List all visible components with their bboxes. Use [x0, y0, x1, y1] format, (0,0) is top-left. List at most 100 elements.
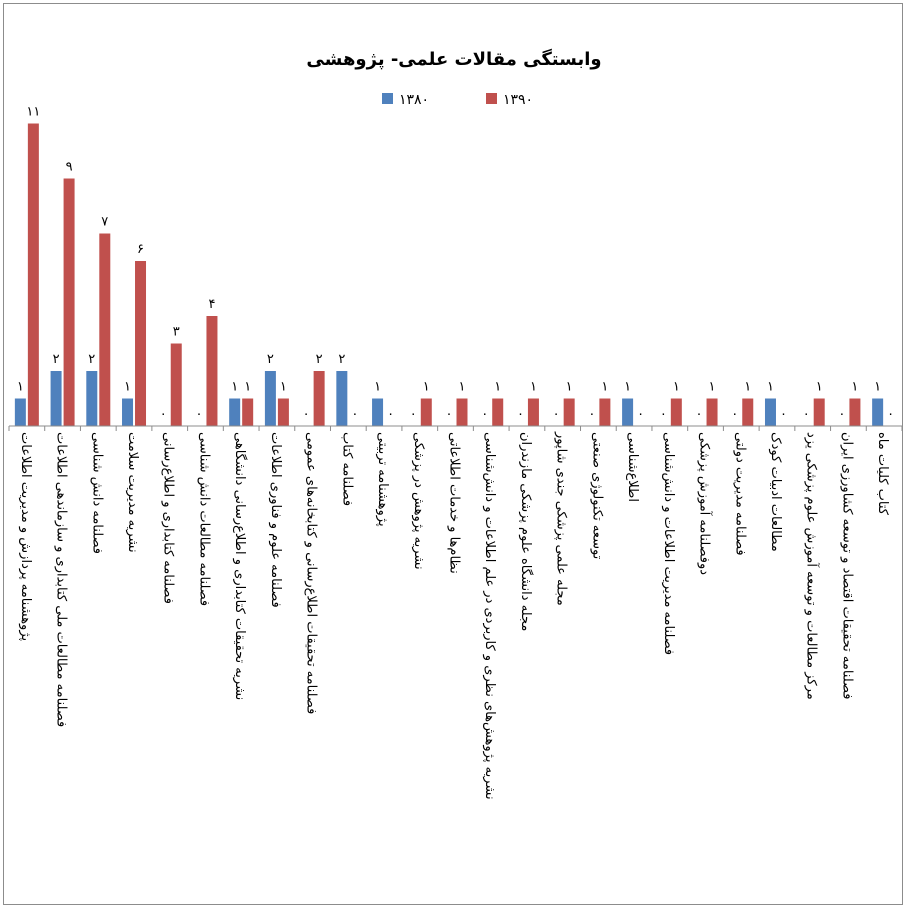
category-label-line: نشریه پژوهش در پزشکی: [411, 432, 426, 570]
bar-s2-c3: [99, 233, 111, 426]
category-label-3: فصلنامه دانش شناسی: [89, 432, 104, 554]
category-label-19: فصلنامه مدیریت اطلاعات و دانش‌شناسی: [661, 432, 676, 655]
data-label-s1-c7: ۱: [231, 380, 238, 395]
legend-label-2: ۱۳۹۰: [503, 92, 533, 108]
category-label-line: نظام‌ها و خدمات اطلاعاتی: [447, 432, 462, 574]
category-labels: پژوهشنامه پردازش و مدیریت اطلاعات فصلنامه…: [18, 431, 890, 800]
data-label-s1-c8: ۲: [267, 352, 274, 367]
bar-s2-c19: [670, 398, 682, 426]
data-label-s1-c2: ۲: [53, 352, 60, 367]
bar-s2-c9: [313, 371, 325, 426]
data-label-s1-c4: ۱: [124, 380, 131, 395]
category-label-line: فصلنامه تحقیقات اطلاع‌رسانی و کتابخانه‌ه…: [304, 432, 319, 714]
data-label-s1-c19: ۰: [660, 407, 667, 422]
data-label-s2-c13: ۱: [459, 380, 466, 395]
data-label-s2-c2: ۹: [66, 160, 73, 175]
bar-s1-c2: [50, 371, 62, 426]
bar-s2-c7: [242, 398, 254, 426]
legend: ۱۳۸۰ ۱۳۹۰: [382, 92, 533, 108]
category-label-20: دوفصلنامه آموزش پزشکی: [697, 432, 714, 575]
category-label-7: نشریه تحقیقات کتابداری و اطلاع‌رسانی دان…: [232, 432, 248, 700]
category-label-line: فصلنامه تحقیقات اقتصاد و توسعه کشاورزی ا…: [839, 432, 854, 700]
bar-s2-c4: [135, 261, 147, 426]
category-label-18: اطلاع‌شناسی: [625, 432, 640, 502]
data-label-s2-c19: ۱: [673, 380, 680, 395]
category-label-23: مرکز مطالعات و توسعه آموزش علوم پزشکی یز…: [804, 432, 821, 700]
data-label-s2-c9: ۲: [316, 352, 323, 367]
category-label-11: پژوهشنامه تربیتی: [375, 432, 390, 527]
bar-s1-c8: [264, 371, 276, 426]
data-label-s1-c21: ۰: [731, 407, 738, 422]
data-label-s2-c16: ۱: [566, 380, 573, 395]
category-label-13: نظام‌ها و خدمات اطلاعاتی: [447, 432, 462, 574]
data-label-s1-c1: ۱: [17, 380, 24, 395]
category-label-line: مجله دانشگاه علوم پزشکی مازندران: [518, 432, 534, 631]
bar-s2-c6: [206, 316, 218, 426]
category-label-line: فصلنامه مطالعات ملی کتابداری و سازماندهی…: [54, 432, 69, 727]
category-label-line: نشریه مدیریت سلامت: [125, 432, 140, 553]
bar-s2-c14: [492, 398, 504, 426]
data-label-s2-c18: ۰: [637, 407, 644, 422]
category-label-line: دوفصلنامه آموزش پزشکی: [697, 432, 714, 575]
category-label-24: فصلنامه تحقیقات اقتصاد و توسعه کشاورزی ا…: [839, 432, 854, 700]
category-label-6: فصلنامه مطالعات دانش شناسی: [196, 432, 211, 606]
bar-s1-c22: [764, 398, 776, 426]
category-label-22: مطالعات ادبیات کودک: [768, 432, 783, 552]
bar-s2-c5: [170, 343, 182, 426]
data-label-s1-c5: ۰: [160, 407, 167, 422]
data-label-s2-c8: ۱: [280, 380, 287, 395]
category-label-line: کتاب کلیات ماه: [875, 432, 890, 516]
bar-s2-c20: [706, 398, 718, 426]
data-label-s2-c10: ۰: [351, 407, 358, 422]
data-label-s2-c25: ۰: [887, 407, 894, 422]
data-label-s1-c15: ۰: [517, 407, 524, 422]
category-label-line: مرکز مطالعات و توسعه آموزش علوم پزشکی یز…: [804, 432, 821, 700]
category-label-2: فصلنامه مطالعات ملی کتابداری و سازماندهی…: [54, 432, 69, 727]
chart-frame: [3, 3, 903, 905]
category-label-16: مجله علمی پزشکی جندی شاپور: [554, 431, 569, 606]
category-label-9: فصلنامه تحقیقات اطلاع‌رسانی و کتابخانه‌ه…: [304, 432, 319, 714]
category-label-line: فصلنامه دانش شناسی: [89, 432, 104, 554]
bar-s1-c1: [14, 398, 26, 426]
data-label-s2-c6: ۴: [208, 297, 215, 312]
bar-s1-c3: [86, 371, 98, 426]
bar-s2-c13: [456, 398, 468, 426]
category-label-1: پژوهشنامه پردازش و مدیریت اطلاعات: [18, 432, 33, 641]
data-label-s2-c7: ۱: [244, 380, 251, 395]
data-label-s1-c12: ۰: [410, 407, 417, 422]
bar-s1-c18: [622, 398, 634, 426]
data-label-s1-c22: ۱: [767, 380, 774, 395]
data-label-s2-c24: ۱: [851, 380, 858, 395]
data-label-s1-c10: ۲: [338, 352, 345, 367]
bar-s2-c1: [27, 123, 39, 426]
bar-s2-c24: [849, 398, 861, 426]
category-label-12: نشریه پژوهش در پزشکی: [411, 432, 426, 570]
bar-s2-c17: [599, 398, 611, 426]
category-label-line: مطالعات ادبیات کودک: [768, 432, 783, 552]
data-label-s2-c14: ۱: [494, 380, 501, 395]
category-label-line: توسعه تکنولوژی صنعتی: [589, 432, 604, 560]
data-label-s1-c23: ۰: [803, 407, 810, 422]
category-label-25: کتاب کلیات ماه: [875, 432, 890, 516]
data-label-s1-c3: ۲: [88, 352, 95, 367]
legend-label-1: ۱۳۸۰: [399, 92, 429, 108]
category-label-4: نشریه مدیریت سلامت: [125, 432, 140, 553]
bar-s2-c16: [563, 398, 575, 426]
data-label-s1-c17: ۰: [588, 407, 595, 422]
bar-s2-c2: [63, 178, 75, 426]
category-label-line: پژوهشنامه پردازش و مدیریت اطلاعات: [18, 432, 33, 641]
category-label-line: فصلنامه کتاب: [339, 432, 354, 506]
bar-s1-c25: [872, 398, 884, 426]
data-label-s2-c3: ۷: [101, 215, 108, 230]
category-label-14: نشریه پژوهش‌های نظری و کاربردی در علم اط…: [482, 432, 497, 800]
category-label-21: فصلنامه مدیریت دولتی: [732, 432, 747, 556]
data-label-s1-c16: ۰: [553, 407, 560, 422]
legend-swatch-2: [486, 93, 497, 104]
data-label-s2-c23: ۱: [816, 380, 823, 395]
category-label-15: مجله دانشگاه علوم پزشکی مازندران: [518, 432, 534, 631]
data-label-s1-c20: ۰: [696, 407, 703, 422]
data-label-s1-c13: ۰: [446, 407, 453, 422]
bar-s1-c7: [229, 398, 241, 426]
